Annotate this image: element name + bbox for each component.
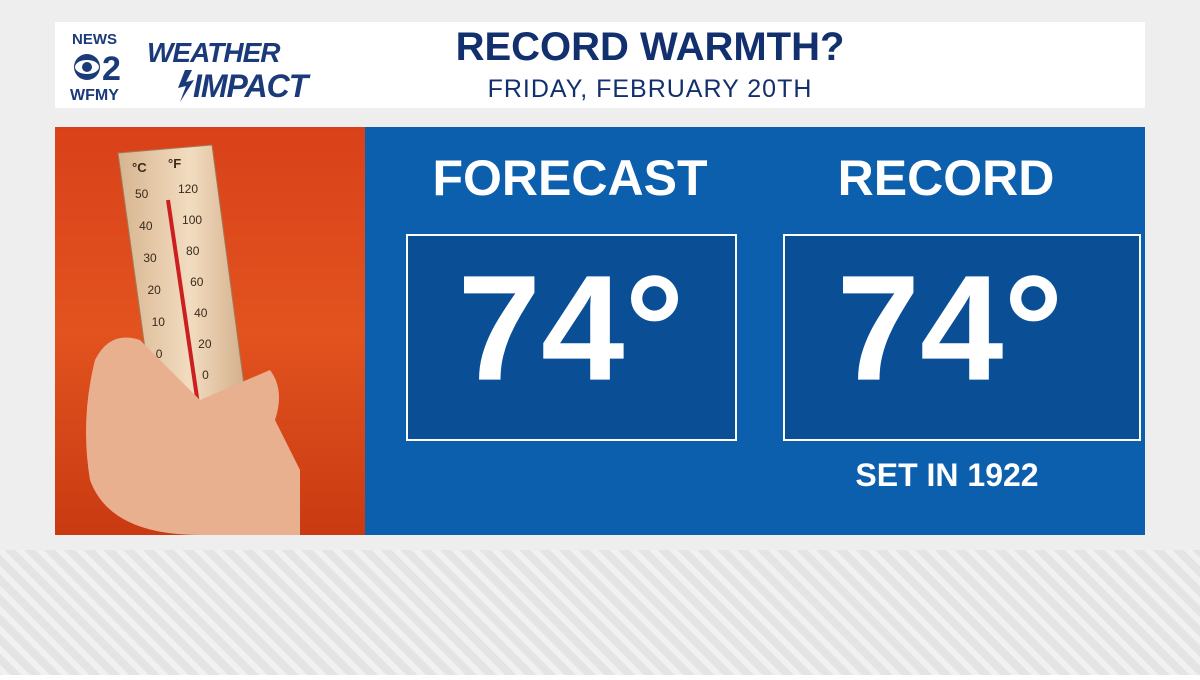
celsius-label: 10 — [152, 315, 166, 329]
record-heading: RECORD — [838, 150, 1055, 206]
hand — [86, 337, 300, 535]
fahrenheit-label: 120 — [178, 182, 198, 196]
fahrenheit-label: 60 — [190, 275, 204, 289]
header-bar — [55, 22, 1145, 108]
fahrenheit-label: 80 — [186, 244, 200, 258]
logo-weather: WEATHER — [147, 37, 281, 68]
background-stripes — [0, 550, 1200, 675]
logo-bolt — [178, 70, 194, 102]
subtitle: FRIDAY, FEBRUARY 20TH — [488, 75, 813, 103]
fahrenheit-label: 100 — [182, 213, 202, 227]
forecast-value: 74° — [458, 244, 685, 412]
celsius-unit: °C — [132, 160, 147, 175]
logo-pupil — [82, 62, 92, 72]
forecast-box — [406, 234, 737, 441]
celsius-label: 20 — [147, 283, 161, 297]
celsius-label: 50 — [135, 187, 149, 201]
fahrenheit-label: 0 — [202, 368, 209, 382]
logo-channel: 2 — [102, 50, 121, 88]
celsius-label: 30 — [143, 251, 157, 265]
fahrenheit-label: 20 — [198, 337, 212, 351]
celsius-label: 0 — [156, 347, 163, 361]
fahrenheit-label: 40 — [194, 306, 208, 320]
logo-news: NEWS — [72, 31, 117, 48]
forecast-heading: FORECAST — [433, 150, 708, 206]
record-value: 74° — [837, 244, 1064, 412]
title: RECORD WARMTH? — [456, 25, 845, 69]
record-note: SET IN 1922 — [855, 457, 1038, 493]
celsius-label: 40 — [139, 219, 153, 233]
thermometer: °C°F5040302010010203012010080604020020 — [86, 144, 300, 535]
record-box — [783, 234, 1141, 441]
fahrenheit-unit: °F — [168, 156, 181, 171]
logo-station: WFMY — [70, 87, 119, 104]
logo-impact: IMPACT — [193, 68, 311, 104]
